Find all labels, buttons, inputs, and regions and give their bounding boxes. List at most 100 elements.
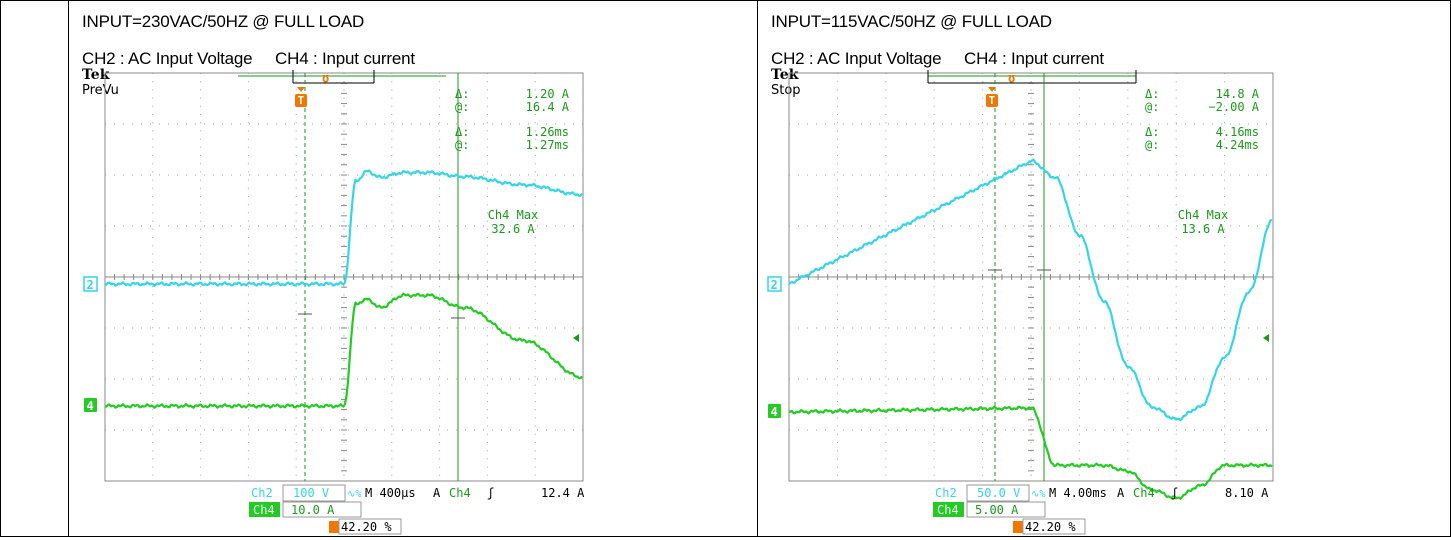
ch2-label: Ch2 — [251, 486, 273, 500]
ch4-marker-box — [84, 398, 97, 412]
trigger-position: 42.20 % — [341, 520, 392, 534]
ch2-scale: 50.0 V — [977, 486, 1020, 500]
trigger-level-arrow — [1263, 334, 1269, 342]
trigger-position-box — [338, 518, 402, 535]
cursor-readouts: Δ: 14.8 A @: −2.00 A Δ: 4.16ms @: 4.24ms Ch4 Max… — [1145, 87, 1260, 236]
ch2-ground-marker: 2 — [83, 276, 98, 292]
record-trigger-mark: ʊ — [322, 71, 329, 85]
ch4-marker-label: 4 — [87, 399, 94, 413]
status-bar: Ch2 50.0 V ∿% M 4.00ms A Ch4 ʃ 8.10 A Ch4 5.00 A 4… — [933, 484, 1269, 535]
ch2-scale-box — [282, 484, 346, 502]
trigger-level-arrow — [573, 334, 579, 342]
record-window — [927, 70, 1137, 84]
trigger-channel: Ch4 — [1133, 486, 1155, 500]
ch4-ground-marker: 4 — [768, 404, 781, 419]
acquisition-state: Stop — [771, 83, 801, 98]
oscilloscope-screen: ʊT 2 4 Δ: 14.8 A @: −2.00 A Δ: 4.16ms @: 4.24ms Ch4… — [767, 70, 1274, 535]
table-divider-middle — [757, 0, 758, 537]
trigger-arrow — [297, 87, 305, 92]
ch4-label-box — [933, 502, 964, 517]
record-window — [292, 70, 375, 84]
trigger-slope: ʃ — [487, 486, 494, 500]
trigger-marker: T — [295, 87, 307, 107]
scope-brand: Tek Stop — [771, 67, 801, 98]
scope-brand: Tek PreVu — [82, 67, 119, 98]
bandwidth-icon: ∿% — [1031, 489, 1045, 500]
ch2-marker-label: 2 — [771, 278, 778, 292]
ch4-label: Ch4 — [937, 503, 959, 517]
trigger-letter: T — [989, 94, 996, 107]
trigger-box — [986, 94, 998, 107]
readout-label: @: — [1145, 100, 1159, 114]
ch4-label-box — [249, 502, 280, 517]
bandwidth-icon: ∿% — [347, 489, 361, 500]
ch4-marker-box — [768, 404, 781, 418]
trigger-source-label: A — [1117, 486, 1125, 500]
ch2-marker-box — [83, 276, 98, 292]
trigger-slope: ʃ — [1171, 486, 1178, 500]
max-value: 13.6 A — [1181, 222, 1225, 236]
ch2-marker-box — [767, 276, 782, 292]
acquisition-state: PreVu — [82, 83, 119, 98]
readout-label: @: — [455, 138, 469, 152]
record-bar: ʊ — [927, 70, 1137, 85]
oscilloscope-screen: ʊ T 2 4 Δ: 1.20 A @: 16.4 A Δ: 1.26ms @: 1.27ms Ch4 … — [83, 70, 585, 535]
ch2-label: Ch2 — [935, 486, 957, 500]
readout-value: 4.24ms — [1216, 138, 1259, 152]
trigger-letter: T — [298, 94, 305, 107]
timebase: M 4.00ms — [1049, 486, 1107, 500]
ch4-scale-box — [282, 501, 362, 518]
ch4-waveform — [104, 292, 583, 409]
channels-label: CH2 : AC Input Voltage CH4 : Input curre… — [82, 49, 415, 68]
ch4-scale-box — [966, 501, 1046, 518]
readout-label: Δ: — [455, 125, 469, 139]
readout-value: 1.26ms — [526, 125, 569, 139]
trigger-position: 42.20 % — [1025, 520, 1076, 534]
readout-value: 14.8 A — [1216, 87, 1260, 101]
record-bar: ʊ — [238, 70, 446, 85]
graticule — [788, 72, 1274, 482]
status-bar: Ch2 100 V ∿% M 400µs A Ch4 ʃ 12.4 A Ch4 10.0 A 42.… — [249, 484, 585, 535]
ch4-ground-marker: 4 — [84, 398, 97, 413]
readout-value: 1.20 A — [526, 87, 570, 101]
record-trigger-mark: ʊ — [1008, 71, 1015, 85]
readout-value: 1.27ms — [526, 138, 569, 152]
ch2-marker-label: 2 — [87, 278, 94, 292]
graticule — [104, 72, 584, 482]
max-label: Ch4 Max — [488, 208, 539, 222]
input-label: INPUT=230VAC/50HZ @ FULL LOAD — [82, 12, 365, 31]
ch4-marker-label: 4 — [771, 405, 778, 419]
ch4-scale: 10.0 A — [291, 503, 335, 517]
cursor-readouts: Δ: 1.20 A @: 16.4 A Δ: 1.26ms @: 1.27ms Ch4 Max3… — [455, 87, 570, 236]
input-label: INPUT=115VAC/50HZ @ FULL LOAD — [771, 12, 1052, 31]
trigger-level: 12.4 A — [541, 486, 585, 500]
readout-value: −2.00 A — [1208, 100, 1259, 114]
readout-value: 16.4 A — [526, 100, 570, 114]
ch2-ground-marker: 2 — [767, 276, 782, 292]
trigger-box — [295, 94, 307, 107]
trigger-position-box — [1022, 518, 1086, 535]
timebase: M 400µs — [365, 486, 416, 500]
readout-label: Δ: — [1145, 125, 1159, 139]
readout-value: 4.16ms — [1216, 125, 1259, 139]
ch2-waveform — [104, 169, 583, 287]
trigger-pos-icon — [329, 521, 339, 533]
readout-label: Δ: — [455, 87, 469, 101]
readout-label: @: — [1145, 138, 1159, 152]
readout-label: @: — [455, 100, 469, 114]
ch4-label: Ch4 — [253, 503, 275, 517]
channels-label: CH2 : AC Input Voltage CH4 : Input curre… — [771, 49, 1104, 68]
max-value: 32.6 A — [491, 222, 535, 236]
ch2-scale: 100 V — [293, 486, 329, 500]
tek-logo: Tek — [771, 67, 799, 83]
max-label: Ch4 Max — [1178, 208, 1229, 222]
trigger-arrow — [988, 87, 996, 92]
trigger-level: 8.10 A — [1225, 486, 1269, 500]
ch2-scale-box — [966, 484, 1030, 502]
readout-label: Δ: — [1145, 87, 1159, 101]
trigger-pos-icon — [1013, 521, 1023, 533]
ch2-waveform — [788, 158, 1273, 422]
trigger-channel: Ch4 — [449, 486, 471, 500]
ch4-scale: 5.00 A — [975, 503, 1019, 517]
trigger-marker: T — [986, 87, 998, 107]
